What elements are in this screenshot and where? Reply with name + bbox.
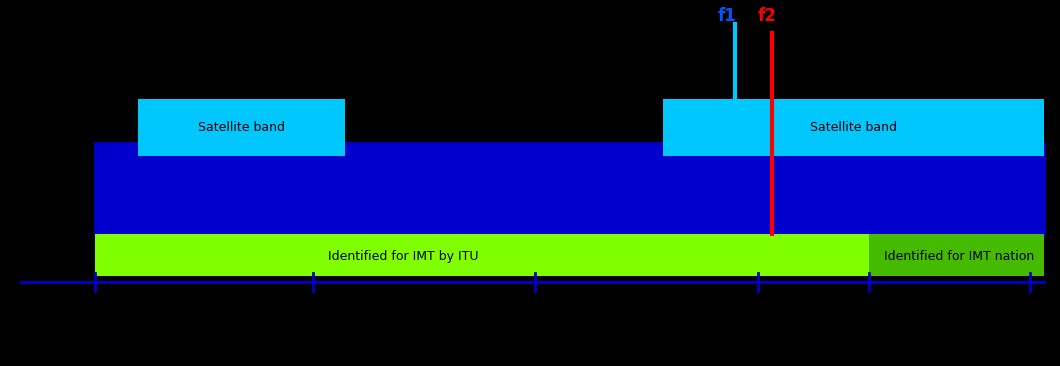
Text: Satellite band: Satellite band	[197, 121, 285, 134]
Text: f2: f2	[758, 7, 777, 26]
Text: f1: f1	[718, 7, 737, 26]
Text: Satellite band: Satellite band	[810, 121, 897, 134]
Bar	[662, 99, 1044, 156]
Text: Identified for IMT by ITU: Identified for IMT by ITU	[328, 250, 478, 264]
Bar	[869, 234, 1044, 276]
Bar	[95, 143, 1044, 236]
Bar	[138, 99, 344, 156]
Bar	[95, 234, 869, 276]
Text: Identified for IMT nation: Identified for IMT nation	[884, 250, 1035, 264]
